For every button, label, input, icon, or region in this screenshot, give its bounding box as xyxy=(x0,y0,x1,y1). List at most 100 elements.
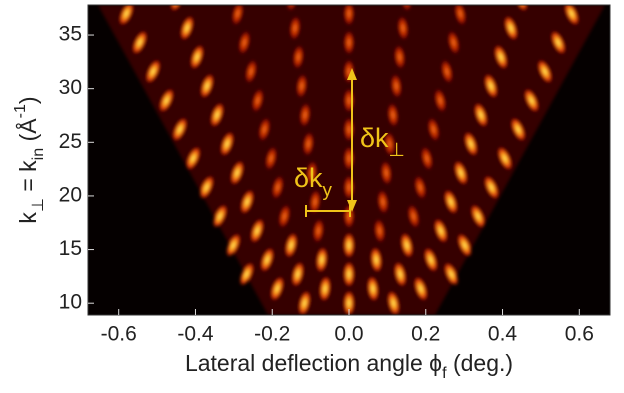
label-part: ⊥ xyxy=(389,140,405,161)
annotation: δky xyxy=(294,163,333,200)
label-part: δk xyxy=(294,163,323,193)
axes: -0.6 -0.4 -0.2 0.0 0.2 0.4 0.6 10 15 20 25 30 35 xyxy=(59,23,594,346)
intensity-streak xyxy=(454,5,467,27)
intensity-streak xyxy=(145,59,161,84)
x-tick-label: 0.0 xyxy=(334,323,363,346)
intensity-streak xyxy=(414,276,428,302)
intensity-streak xyxy=(190,44,204,70)
intensity-streak xyxy=(260,247,274,273)
intensity-streak xyxy=(494,44,508,70)
intensity-streak xyxy=(400,5,412,13)
intensity-streak xyxy=(454,160,468,186)
intensity-streak xyxy=(238,29,251,56)
intensity-streak xyxy=(199,175,214,200)
intensity-streak xyxy=(400,232,413,259)
intensity-streak xyxy=(285,232,298,259)
intensity-streak xyxy=(302,130,315,157)
x-tick-label: -0.6 xyxy=(101,323,137,346)
intensity-streak xyxy=(407,203,420,230)
intensity-streak xyxy=(343,29,355,56)
intensity-streak xyxy=(393,44,406,70)
intensity-streak xyxy=(244,58,258,85)
intensity-streak xyxy=(291,261,304,287)
annotation-arrows xyxy=(305,68,357,217)
label-part: ) xyxy=(15,96,41,104)
intensity-streak xyxy=(289,15,301,41)
intensity-streak xyxy=(312,217,325,244)
intensity-streak xyxy=(510,117,526,142)
label-part: Lateral deflection angle ϕ xyxy=(185,350,442,376)
y-tick-label: 30 xyxy=(59,76,82,99)
intensity-streak xyxy=(444,262,459,287)
intensity-streak xyxy=(377,188,389,215)
intensity-streak xyxy=(397,15,409,41)
intensity-streak xyxy=(444,189,458,215)
arrow-head xyxy=(347,200,357,212)
intensity-streak xyxy=(231,5,244,27)
intensity-streak xyxy=(343,232,355,259)
intensity-streak xyxy=(180,15,194,41)
label-part: δk xyxy=(360,123,389,153)
intensity-streak xyxy=(373,217,386,244)
intensity-streak xyxy=(497,146,513,171)
x-tick-label: -0.4 xyxy=(177,323,214,346)
intensity-streak xyxy=(212,204,228,229)
intensity-streak xyxy=(271,174,284,201)
label-part: f xyxy=(442,364,447,382)
annotation: δk⊥ xyxy=(360,123,405,160)
intensity-streak xyxy=(298,290,311,315)
intensity-streak xyxy=(387,290,400,315)
intensity-streak xyxy=(278,203,291,230)
intensity-streak xyxy=(343,290,355,315)
y-tick-label: 15 xyxy=(59,237,82,260)
intensity-streak xyxy=(319,275,331,302)
label-part: y xyxy=(323,180,333,201)
intensity-streak xyxy=(424,247,438,273)
intensity-streak xyxy=(296,73,308,99)
label-part: (deg.) xyxy=(447,350,513,376)
intensity-streak xyxy=(240,189,254,215)
intensity-streak xyxy=(292,44,305,70)
intensity-streak xyxy=(230,160,244,186)
intensity-streak xyxy=(132,30,148,55)
intensity-streak xyxy=(484,175,499,200)
intensity-streak xyxy=(457,233,473,258)
label-part: = k xyxy=(15,160,41,198)
intensity-streak xyxy=(434,218,448,244)
intensity-streak xyxy=(470,204,486,229)
intensity-streak xyxy=(564,5,579,26)
intensity-streak xyxy=(524,88,539,113)
label-part: -1 xyxy=(11,104,29,118)
intensity-streak xyxy=(474,102,488,128)
intensity-streak xyxy=(343,5,355,27)
intensity-streak xyxy=(225,233,241,258)
y-tick-label: 20 xyxy=(59,183,82,206)
intensity-streak xyxy=(370,246,382,273)
intensity-streak xyxy=(427,116,440,143)
x-tick-label: -0.2 xyxy=(254,323,290,346)
intensity-streak xyxy=(316,246,328,273)
intensity-streak xyxy=(239,262,254,287)
intensity-streak xyxy=(550,30,566,55)
intensity-streak xyxy=(394,261,407,287)
intensity-streak xyxy=(387,102,399,128)
intensity-streak xyxy=(390,73,402,99)
label-part: ⊥ xyxy=(29,198,47,212)
intensity-streak xyxy=(309,188,321,215)
intensity-streak xyxy=(251,87,264,114)
intensity-streak xyxy=(159,88,174,113)
intensity-streak xyxy=(270,276,284,302)
intensity-streak xyxy=(420,145,434,172)
intensity-streak xyxy=(504,15,518,41)
intensity-streak xyxy=(367,275,379,302)
y-tick-label: 25 xyxy=(59,130,82,153)
intensity-streak xyxy=(250,218,264,244)
intensity-streak xyxy=(258,116,271,143)
x-axis-label: Lateral deflection angle ϕf (deg.) xyxy=(185,350,513,382)
label-part: (Å xyxy=(14,118,41,148)
intensity-streak xyxy=(447,29,460,56)
intensity-streak xyxy=(383,130,396,157)
intensity-streak xyxy=(264,145,278,172)
intensity-streak xyxy=(220,131,234,157)
